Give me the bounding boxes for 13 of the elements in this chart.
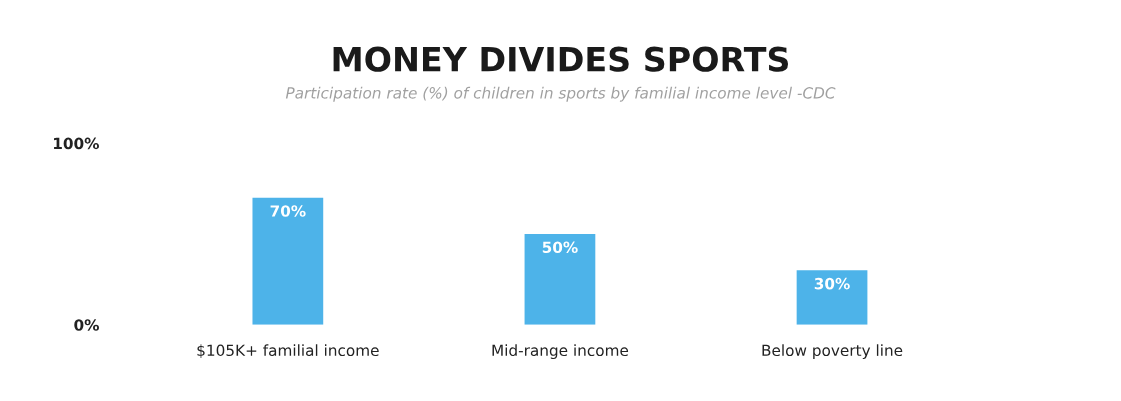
y-tick-label: 0% bbox=[74, 319, 99, 331]
bar bbox=[524, 233, 596, 325]
bar bbox=[252, 197, 324, 325]
chart-title: MONEY DIVIDES SPORTS bbox=[333, 46, 789, 72]
x-tick-label: Below poverty line bbox=[762, 344, 903, 360]
x-tick-label: $105K+ familial income bbox=[197, 344, 379, 359]
data-label: 70% bbox=[270, 205, 306, 217]
chart-subtitle: Participation rate (%) of children in sports by familial income level -CDC bbox=[285, 86, 836, 102]
bar bbox=[796, 270, 868, 325]
data-label: 50% bbox=[542, 241, 578, 254]
x-tick-label: Mid-range income bbox=[492, 344, 629, 360]
data-label: 30% bbox=[814, 277, 850, 290]
y-tick-label: 100% bbox=[54, 137, 99, 150]
